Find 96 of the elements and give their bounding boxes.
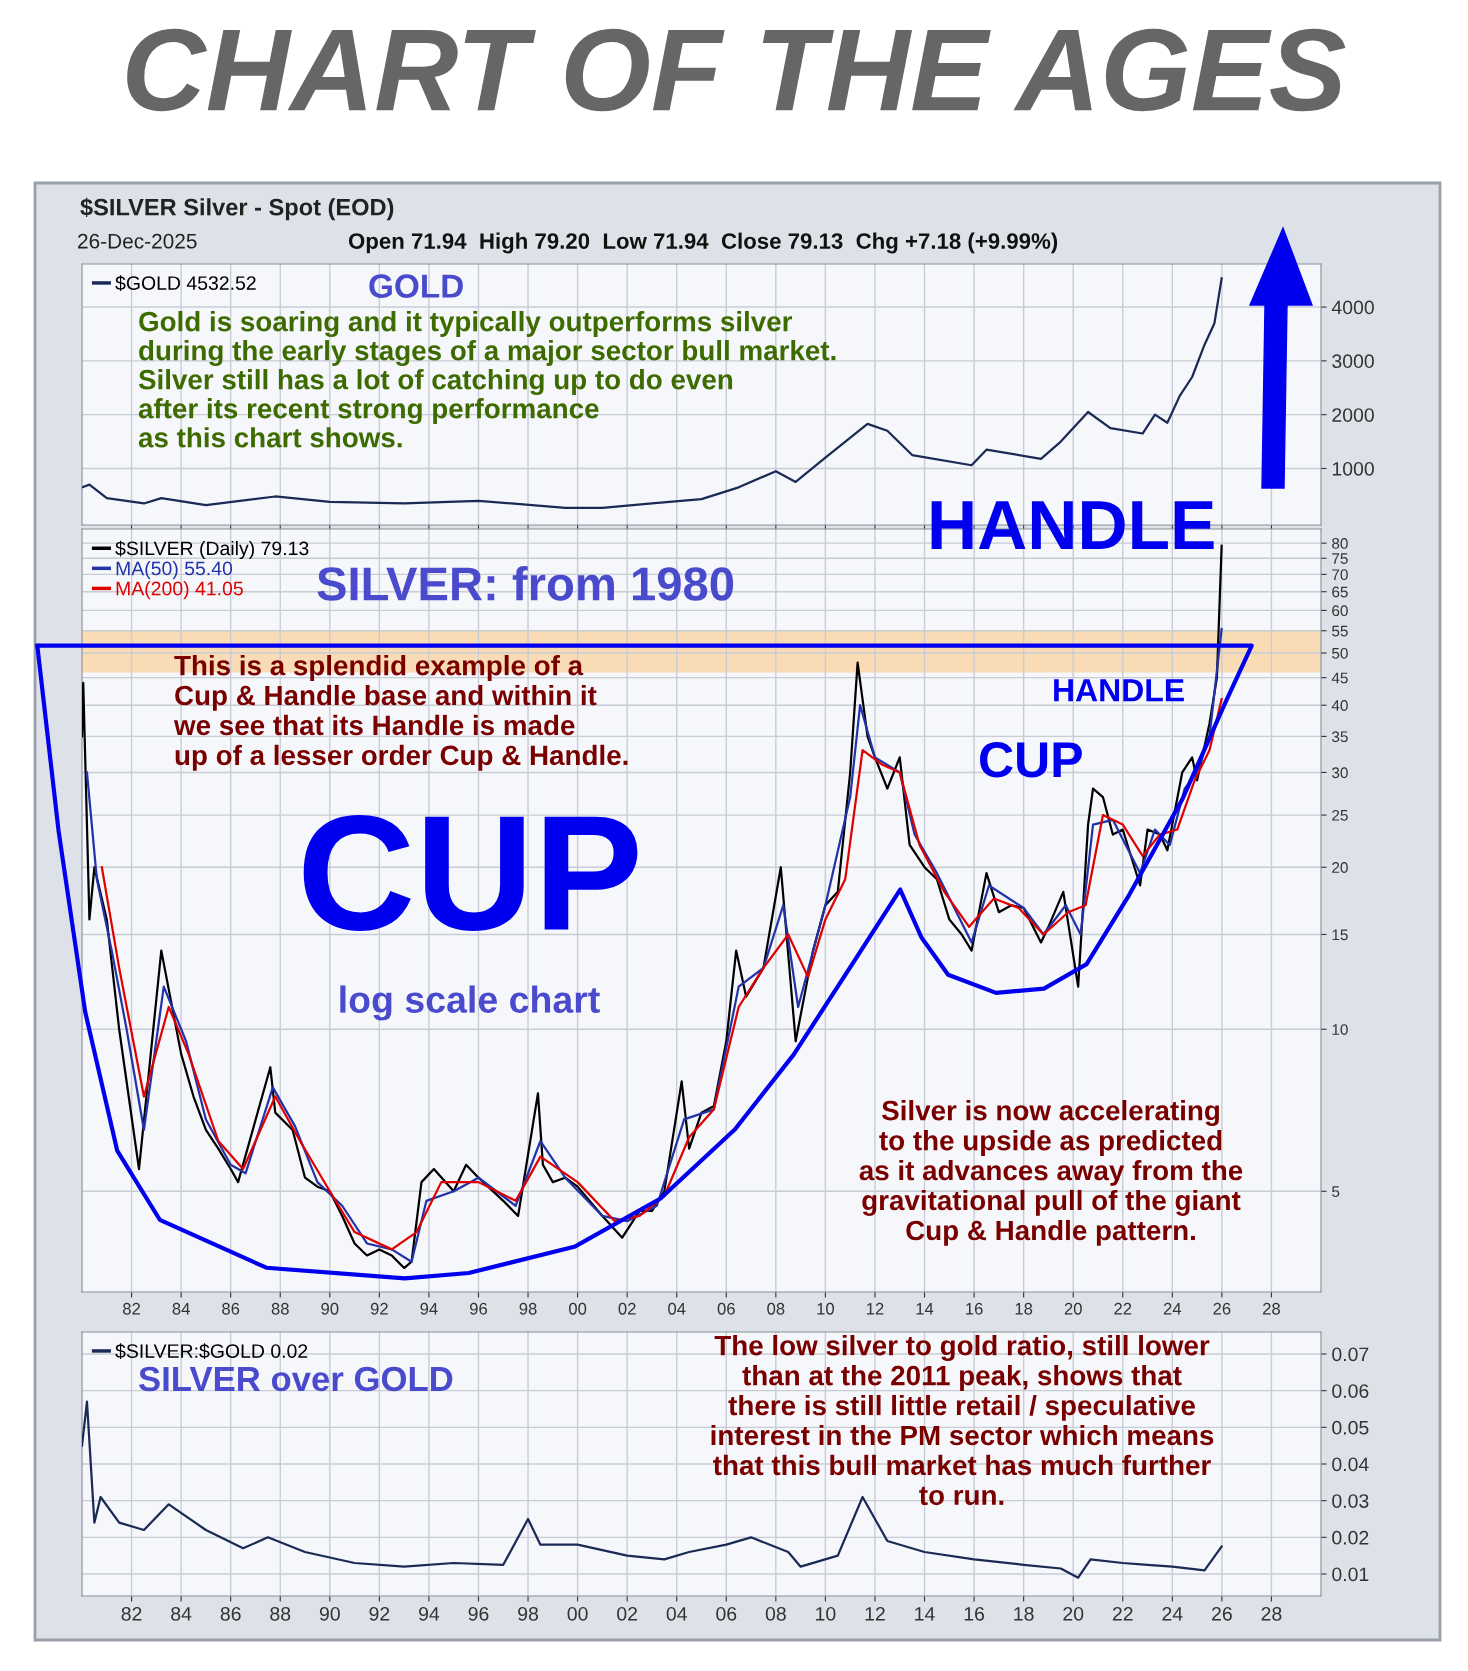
x-tick-label: 82 [121,1606,142,1621]
x-tick-label: 12 [865,1606,885,1621]
y-tick-label: 1000 [1332,461,1374,476]
x-tick-label: 22 [1112,1606,1133,1621]
x-tick-label: 96 [468,1606,489,1621]
y-tick-label: 5 [1332,1186,1340,1197]
y-tick-label: 0.06 [1332,1384,1369,1398]
x-tick-label: 00 [567,1606,588,1621]
y-tick-label: 55 [1332,625,1348,637]
text: 26-Dec-2025 [78,233,197,249]
y-tick-label: 0.04 [1332,1457,1369,1472]
x-tick-label: 90 [321,1302,339,1315]
x-tick-label: 98 [518,1606,539,1621]
annotation: Silver is now accelerating to the upside as predicted as it advances away from the gravitational pull of the giant Cup & Handle pattern. [859,1100,1243,1246]
y-tick-label: 20 [1332,862,1348,873]
x-tick-label: 12 [866,1302,884,1315]
x-tick-label: 00 [568,1302,587,1315]
chart-title: CHART OF THE AGES [127,28,1346,112]
x-tick-label: 04 [666,1606,687,1621]
y-tick-label: 65 [1332,586,1348,598]
annotation: The low silver to gold ratio, still lower than at the 2011 peak, shows that there is still little retail / speculative interest in the PM sector which means that this bull market has much further to run. [711,1335,1214,1506]
y-tick-label: 0.07 [1332,1347,1369,1362]
y-tick-label: 70 [1332,569,1348,581]
x-tick-label: 92 [370,1302,388,1315]
x-tick-label: 86 [220,1606,241,1621]
x-tick-label: 16 [966,1302,983,1315]
y-tick-label: 80 [1332,538,1348,549]
y-tick-label: 15 [1332,929,1348,941]
x-tick-label: 16 [964,1606,985,1621]
chart-subtitle: $SILVER Silver - Spot (EOD) [80,197,394,221]
x-tick-label: 94 [420,1302,438,1315]
y-tick-label: 60 [1332,605,1348,617]
x-tick-label: 26 [1213,1302,1231,1315]
x-tick-label: 04 [668,1302,686,1315]
y-tick-label: 0.03 [1332,1494,1369,1508]
annotation: GOLD [369,274,463,298]
x-tick-label: 84 [171,1606,192,1621]
x-tick-label: 14 [915,1607,935,1621]
x-tick-label: 08 [767,1302,785,1315]
y-tick-label: 35 [1332,731,1348,743]
x-tick-label: 24 [1162,1606,1183,1621]
y-tick-label: 25 [1332,809,1348,821]
x-tick-label: 96 [469,1302,488,1315]
x-tick-label: 06 [717,1302,735,1315]
annotation: HANDLE [931,501,1214,549]
x-tick-label: 98 [519,1302,537,1315]
x-tick-label: 26 [1212,1606,1232,1621]
x-tick-label: 14 [916,1303,934,1315]
legend-label: MA(50) 55.40 [116,561,233,580]
x-tick-label: 88 [270,1606,291,1621]
x-tick-label: 08 [765,1606,786,1621]
x-tick-label: 22 [1114,1302,1132,1315]
annotation: Gold is soaring and it typically outperforms silver during the early stages of a major sector bull market. Silver still has a lot of catching up to do even after its recent strong performance as this chart shows. [138,311,836,448]
y-tick-label: 10 [1332,1024,1348,1035]
annotation: SILVER: from 1980 [317,565,734,601]
y-tick-label: 3000 [1332,354,1374,369]
annotation: SILVER over GOLD [139,1366,453,1392]
x-tick-label: 88 [271,1302,289,1315]
y-tick-label: 0.02 [1332,1530,1369,1545]
annotation: CUP [980,742,1082,778]
annotation: HANDLE [1054,679,1184,702]
x-tick-label: 06 [716,1606,737,1621]
y-tick-label: 50 [1332,647,1348,659]
x-tick-label: 94 [419,1606,440,1621]
y-tick-label: 45 [1331,672,1348,684]
text: Open 71.94 High 79.20 Low 71.94 Close 79.13 Chg +7.18 (+9.99%) [348,232,1058,254]
x-tick-label: 10 [817,1302,835,1315]
x-tick-label: 92 [369,1606,390,1621]
y-tick-label: 2000 [1332,408,1374,422]
x-tick-label: 18 [1014,1606,1034,1621]
x-tick-label: 02 [618,1302,636,1315]
y-tick-label: 4000 [1331,300,1374,315]
x-tick-label: 10 [816,1606,836,1621]
legend-label: $SILVER:$GOLD 0.02 [115,1343,308,1360]
legend-label: $GOLD 4532.52 [115,275,256,292]
x-tick-label: 86 [222,1302,240,1315]
annotation: CUP [303,814,638,931]
x-tick-label: 90 [319,1606,340,1621]
x-tick-label: 28 [1261,1606,1282,1621]
x-tick-label: 18 [1015,1302,1033,1315]
annotation: This is a splendid example of a Cup & Handle base and within it we see that its Handle is made up of a lesser order Cup & Handle. [173,655,628,771]
y-tick-label: 40 [1331,700,1348,711]
x-tick-label: 02 [617,1606,637,1621]
y-tick-label: 0.01 [1332,1567,1369,1582]
legend-label: MA(200) 41.05 [116,581,243,600]
legend-label: $SILVER (Daily) 79.13 [115,540,309,560]
x-tick-label: 84 [172,1302,190,1315]
x-tick-label: 20 [1063,1606,1084,1621]
annotation: log scale chart [340,985,600,1021]
x-tick-label: 20 [1064,1302,1082,1315]
x-tick-label: 28 [1263,1302,1280,1315]
y-tick-label: 75 [1332,553,1348,564]
x-tick-label: 82 [123,1302,140,1315]
y-tick-label: 0.05 [1332,1420,1369,1435]
x-tick-label: 24 [1163,1302,1182,1315]
y-tick-label: 30 [1332,767,1348,779]
